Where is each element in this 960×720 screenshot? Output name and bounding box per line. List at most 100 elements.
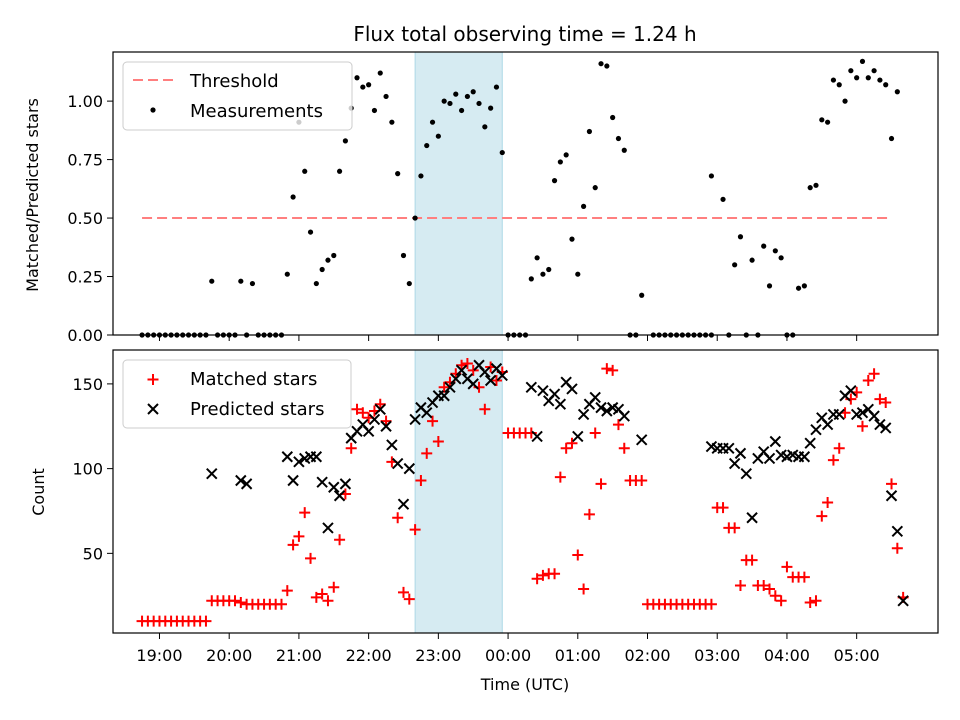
measurement-point (383, 93, 389, 100)
measurement-point (621, 147, 627, 153)
measurement-point (284, 271, 290, 277)
predicted-star-point (601, 405, 613, 417)
measurement-point (209, 278, 215, 284)
measurement-point (848, 68, 854, 74)
measurement-point (801, 283, 807, 289)
measurement-point (499, 149, 505, 156)
measurement-point (488, 105, 494, 111)
matched-star-point (287, 539, 299, 551)
measurement-point (453, 91, 459, 97)
predicted-star-point (206, 467, 218, 480)
top-y-tick-label: 1.00 (67, 92, 103, 111)
predicted-star-point (455, 364, 468, 377)
measurement-point (331, 252, 337, 259)
matched-star-point (578, 583, 590, 595)
measurement-point (447, 100, 453, 107)
top-y-ticks: 0.00 0.25 0.50 0.75 1.00 (67, 92, 113, 345)
matched-star-point (612, 419, 624, 431)
matched-star-point (595, 478, 607, 490)
predicted-star-point (728, 457, 741, 470)
measurement-point (761, 243, 767, 249)
measurement-point (615, 135, 622, 142)
matched-star-point (427, 415, 439, 427)
measurement-point (319, 266, 325, 273)
measurement-point (883, 82, 889, 88)
matched-star-point (374, 398, 386, 410)
matched-star-point (421, 447, 433, 459)
legend-matched-swatch (147, 374, 159, 385)
predicted-star-point (891, 525, 904, 538)
measurement-point (610, 114, 616, 121)
bottom-y-tick-label: 100 (72, 460, 103, 479)
matched-star-point (549, 568, 561, 580)
measurement-point (737, 234, 744, 240)
measurement-point (360, 84, 366, 90)
top-axes-frame (112, 51, 939, 336)
matched-star-point (467, 364, 479, 376)
predicted-star-point (333, 490, 346, 502)
measurement-point (720, 196, 726, 202)
x-tick-label: 03:00 (694, 646, 740, 665)
measurement-point (871, 68, 877, 74)
matched-star-point (305, 552, 317, 564)
bottom-x-ticks: 19:00 20:00 21:00 22:00 23:00 00:00 01:00 02:00… (136, 633, 880, 665)
matched-star-point (729, 522, 741, 534)
bottom-legend: Matched stars Predicted stars (122, 359, 352, 429)
measurement-point (766, 283, 773, 289)
matched-star-point (334, 534, 346, 546)
measurement-point (424, 142, 430, 149)
measurement-point (412, 215, 418, 221)
measurement-point (807, 185, 813, 191)
predicted-star-point (235, 474, 247, 487)
measurement-point (534, 255, 540, 261)
measurement-point (604, 63, 610, 69)
measurement-point (429, 119, 436, 125)
matched-star-point (403, 593, 415, 605)
matched-star-point (461, 358, 473, 370)
legend-measurements-swatch (150, 107, 156, 113)
predicted-star-point (763, 452, 776, 465)
measurement-point (842, 98, 848, 104)
measurement-point (313, 280, 319, 287)
top-y-axis-label: Matched/Predicted stars (23, 98, 42, 292)
measurement-point (238, 278, 244, 284)
legend-measurements-label: Measurements (190, 101, 323, 122)
matched-star-point (804, 596, 816, 608)
measurement-point (778, 255, 784, 261)
measurement-point (575, 271, 581, 277)
matched-star-point (345, 442, 357, 454)
top-legend: Threshold Measurements (122, 61, 353, 131)
matched-star-point (856, 420, 868, 432)
predicted-star-point (810, 423, 822, 436)
measurement-point (557, 159, 563, 165)
predicted-star-point (618, 410, 630, 422)
measurement-point (888, 135, 895, 142)
predicted-star-point (723, 442, 735, 454)
matched-star-point (880, 397, 892, 409)
predicted-star-point (403, 462, 416, 475)
predicted-star-point (566, 383, 578, 395)
bottom-legend-box (122, 359, 352, 429)
matched-star-point (572, 549, 584, 561)
matched-star-point (531, 573, 543, 585)
predicted-star-point (438, 390, 450, 402)
measurement-point (563, 152, 569, 158)
predicted-star-point (450, 373, 462, 385)
x-tick-label: 01:00 (555, 646, 601, 665)
matched-star-point (734, 580, 746, 592)
predicted-star-point (589, 391, 601, 404)
matched-star-point (566, 437, 578, 449)
predicted-star-point (368, 413, 381, 426)
measurement-point (639, 292, 645, 298)
matched-star-point (235, 596, 247, 608)
predicted-star-point (310, 451, 323, 463)
predicted-star-point (525, 381, 538, 393)
matched-star-point (705, 598, 717, 610)
measurement-point (400, 252, 407, 259)
predicted-star-point (281, 451, 294, 463)
matched-star-point (490, 375, 502, 387)
measurement-point (441, 98, 447, 104)
predicted-star-point (746, 512, 758, 524)
measurement-point (836, 82, 842, 88)
top-panel: Flux total observing time = 1.24 h Match… (23, 22, 939, 345)
